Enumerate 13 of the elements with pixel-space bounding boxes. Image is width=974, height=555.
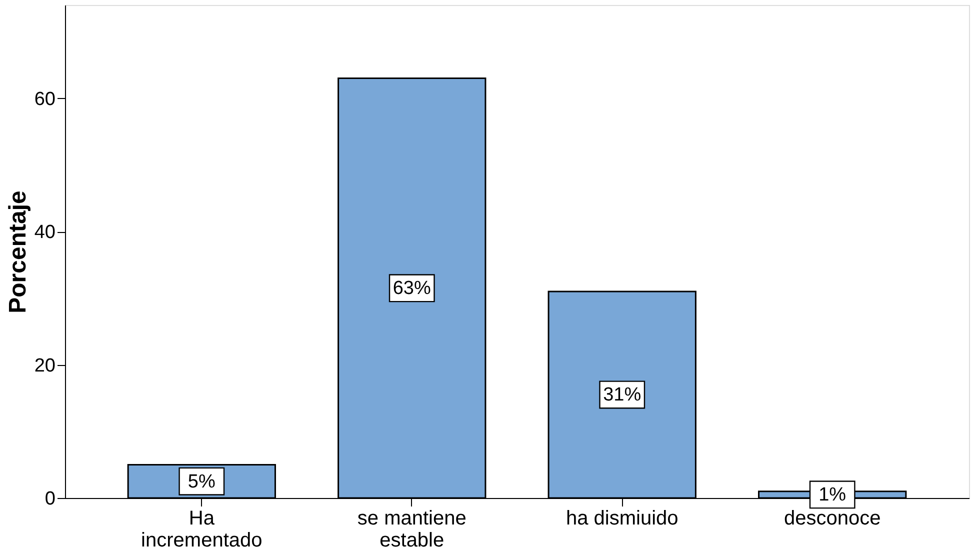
y-tick-label: 0 [44, 488, 56, 510]
y-tick-label: 40 [34, 222, 56, 244]
y-tick-label: 60 [34, 88, 56, 110]
x-tick-label: desconoce [784, 508, 881, 530]
data-label: 5% [188, 471, 216, 492]
data-label: 1% [818, 484, 846, 506]
data-label: 31% [603, 384, 642, 406]
x-tick-label: se mantiene estable [357, 508, 466, 552]
y-tick-label: 20 [34, 355, 56, 376]
data-label: 63% [392, 278, 431, 300]
x-tick-label: ha dismiuido [566, 508, 678, 530]
x-tick-label: Ha incrementado [141, 508, 262, 552]
y-axis-title: Porcentaje [4, 190, 32, 314]
